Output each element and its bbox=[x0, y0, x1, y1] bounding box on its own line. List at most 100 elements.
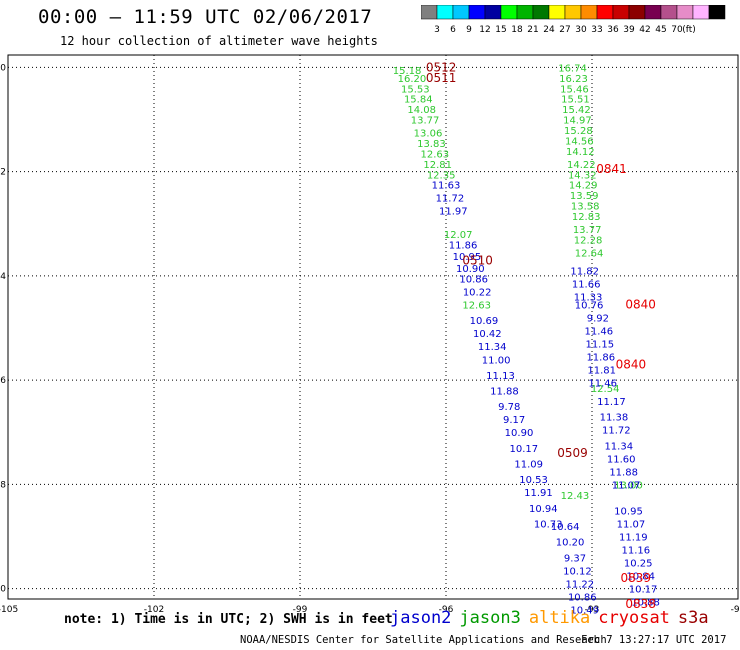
jason2-point-label: 11.15 bbox=[585, 340, 614, 351]
jason2-point-label: 11.82 bbox=[570, 267, 599, 278]
scale-swatch bbox=[708, 5, 726, 20]
scale-label: 24 bbox=[543, 25, 555, 35]
jason3-point-label: 16.74 bbox=[558, 63, 587, 74]
jason3-point-label: 14.29 bbox=[569, 181, 598, 192]
jason2-point-label: 10.86 bbox=[459, 274, 488, 285]
cryosat-point-label: 0839 bbox=[621, 571, 652, 585]
jason3-point-label: 12.07 bbox=[444, 230, 473, 241]
x-tick-label: -90 bbox=[731, 605, 740, 615]
jason2-point-label: 11.17 bbox=[597, 397, 626, 408]
jason2-point-label: 11.46 bbox=[584, 327, 613, 338]
jason3-point-label: 12.63 bbox=[462, 301, 491, 312]
scale-label: 36 bbox=[607, 25, 619, 35]
cryosat-point-label: 0840 bbox=[625, 298, 656, 312]
plot-frame bbox=[7, 54, 739, 600]
timestamp-text: Feb 7 13:27:17 UTC 2017 bbox=[581, 634, 727, 646]
jason2-point-label: 10.84 bbox=[626, 572, 655, 583]
scale-label: 39 bbox=[623, 25, 635, 35]
jason3-point-label: 16.20 bbox=[398, 74, 427, 85]
jason2-point-label: 11.34 bbox=[604, 441, 633, 452]
jason2-point-label: 10.95 bbox=[614, 506, 643, 517]
scale-label: 45 bbox=[655, 25, 666, 35]
cryosat-point-label: 0840 bbox=[616, 357, 647, 371]
jason3-point-label: 14.97 bbox=[563, 116, 592, 127]
jason2-point-label: 9.92 bbox=[587, 314, 609, 325]
jason3-point-label: 13.83 bbox=[417, 139, 446, 150]
jason2-point-label: 9.78 bbox=[498, 402, 520, 413]
x-tick-label: -99 bbox=[293, 605, 308, 615]
jason3-point-label: 15.42 bbox=[562, 105, 591, 116]
jason2-point-label: 10.64 bbox=[551, 522, 580, 533]
credit-text: NOAA/NESDIS Center for Satellite Applica… bbox=[240, 634, 607, 646]
scale-label: 15 bbox=[495, 25, 506, 35]
scale-label: 18 bbox=[511, 25, 523, 35]
jason3-point-label: 13.77 bbox=[411, 116, 440, 127]
s3a-point-label: 0512 bbox=[426, 60, 457, 74]
jason2-point-label: 11.38 bbox=[600, 413, 629, 424]
y-tick-label: -58 bbox=[0, 480, 6, 490]
scale-label: 3 bbox=[434, 25, 440, 35]
legend-s3a: s3a bbox=[677, 608, 709, 628]
jason2-point-label: 10.17 bbox=[510, 444, 539, 455]
jason2-point-label: 10.12 bbox=[563, 566, 592, 577]
jason2-point-label: 11.34 bbox=[478, 342, 507, 353]
jason2-point-label: 10.25 bbox=[624, 559, 653, 570]
jason3-point-label: 12.54 bbox=[591, 384, 620, 395]
jason3-point-label: 15.51 bbox=[561, 95, 590, 106]
scale-label: 9 bbox=[466, 25, 472, 35]
jason2-point-label: 10.73 bbox=[534, 519, 563, 530]
x-tick-label: -102 bbox=[144, 605, 164, 615]
jason3-point-label: 14.56 bbox=[565, 136, 594, 147]
jason3-point-label: 15.53 bbox=[401, 84, 430, 95]
jason2-point-label: 11.86 bbox=[449, 241, 478, 252]
scale-label: 21 bbox=[527, 25, 538, 35]
jason2-point-label: 11.88 bbox=[609, 467, 638, 478]
jason3-point-label: 12.63 bbox=[420, 149, 449, 160]
jason2-point-label: 10.88 bbox=[631, 598, 660, 609]
jason2-point-label: 11.60 bbox=[607, 454, 636, 465]
scale-label: 70 bbox=[671, 25, 683, 35]
s3a-point-label: 0511 bbox=[426, 71, 457, 85]
s3a-point-label: 0510 bbox=[462, 253, 493, 267]
jason2-point-label: 10.90 bbox=[456, 264, 485, 275]
jason2-point-label: 10.53 bbox=[519, 475, 548, 486]
jason2-point-label: 11.91 bbox=[524, 488, 553, 499]
jason3-point-label: 14.12 bbox=[566, 147, 595, 158]
satellite-legend: jason2 jason3 altika cryosat s3a bbox=[390, 608, 717, 628]
jason2-point-label: 11.72 bbox=[602, 426, 631, 437]
y-tick-label: -52 bbox=[0, 168, 6, 178]
jason3-point-label: 13.58 bbox=[571, 202, 600, 213]
jason2-point-label: 9.37 bbox=[564, 553, 586, 564]
scale-label: 12 bbox=[479, 25, 490, 35]
jason2-point-label: 11.63 bbox=[432, 181, 461, 192]
jason3-point-label: 14.32 bbox=[568, 170, 597, 181]
jason2-point-label: 11.46 bbox=[588, 379, 617, 390]
jason2-point-label: 11.07 bbox=[612, 480, 641, 491]
jason2-point-label: 11.13 bbox=[486, 371, 515, 382]
s3a-point-label: 0509 bbox=[557, 446, 588, 460]
x-tick-label: -105 bbox=[0, 605, 18, 615]
jason2-point-label: 9.17 bbox=[503, 415, 525, 426]
jason3-point-label: 15.46 bbox=[560, 84, 589, 95]
x-tick-label: -96 bbox=[439, 605, 454, 615]
jason2-point-label: 10.17 bbox=[629, 585, 658, 596]
jason2-point-label: 11.72 bbox=[436, 194, 465, 205]
color-scale: 3 6 9 12 15 18 21 24 27 30 33 36 39 42 45 70 (ft) bbox=[421, 5, 726, 35]
jason2-point-label: 10.90 bbox=[505, 428, 534, 439]
scale-label: 27 bbox=[559, 25, 570, 35]
jason3-point-label: 16.23 bbox=[559, 74, 588, 85]
jason2-point-label: 10.76 bbox=[575, 301, 604, 312]
jason2-point-label: 11.33 bbox=[574, 293, 603, 304]
jason2-point-label: 11.81 bbox=[587, 366, 616, 377]
jason3-point-label: 12.83 bbox=[572, 212, 601, 223]
jason2-point-label: 11.16 bbox=[621, 545, 650, 556]
scale-label: 30 bbox=[575, 25, 587, 35]
legend-cryosat: cryosat bbox=[598, 608, 670, 628]
jason2-point-label: 11.09 bbox=[514, 460, 543, 471]
cryosat-point-label: 0838 bbox=[625, 597, 656, 611]
jason3-point-label: 12.81 bbox=[423, 160, 452, 171]
jason2-point-label: 10.86 bbox=[568, 592, 597, 603]
jason2-point-label: 10.95 bbox=[453, 252, 482, 263]
jason3-point-label: 12.64 bbox=[575, 248, 604, 259]
